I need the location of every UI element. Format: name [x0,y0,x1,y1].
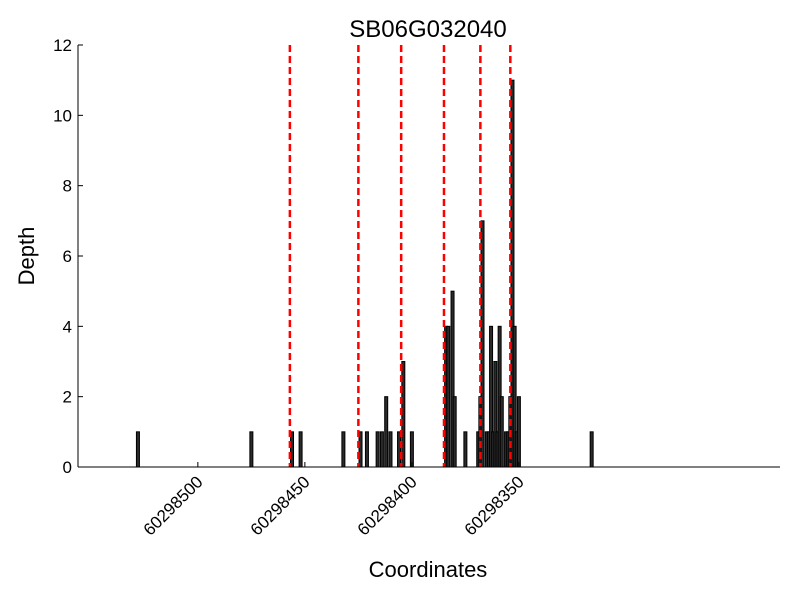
depth-bar [341,431,346,468]
depth-bar [290,431,295,468]
y-tick-label: 12 [53,36,72,55]
y-ticks: 0 2 4 6 8 10 12 [53,36,83,477]
depth-bar [463,431,468,468]
depth-bar [358,431,363,468]
depth-bar [379,431,384,468]
depth-bar [375,431,380,468]
y-tick-label: 6 [63,247,72,266]
chart-title: SB06G032040 [349,16,506,43]
x-axis-label: Coordinates [369,557,488,582]
y-tick-label: 4 [63,317,72,336]
depth-bar [388,431,393,468]
depth-bar [499,396,504,468]
depth-bar [384,396,389,468]
depth-bar [249,431,254,468]
depth-bar [397,431,402,468]
axes-layer [77,45,780,468]
y-tick-label: 2 [63,388,72,407]
y-axis-label: Depth [14,227,39,286]
depth-bar [135,431,140,468]
depth-bar [452,396,457,468]
x-ticks: 60298500 60298450 60298400 60298350 [140,462,528,539]
depth-bar [589,431,594,468]
depth-bar [364,431,369,468]
bars-layer [135,79,594,468]
x-tick-label: 60298500 [140,472,207,539]
x-tick-label: 60298400 [354,472,421,539]
depth-bar [446,325,451,468]
boundary-lines-layer [288,45,512,467]
x-tick-label: 60298450 [247,472,314,539]
x-tick-label: 60298350 [461,472,528,539]
depth-bar [409,431,414,468]
depth-bar [298,431,303,468]
depth-bar [516,396,521,468]
y-tick-label: 0 [63,458,72,477]
y-tick-label: 8 [63,177,72,196]
y-tick-label: 10 [53,106,72,125]
